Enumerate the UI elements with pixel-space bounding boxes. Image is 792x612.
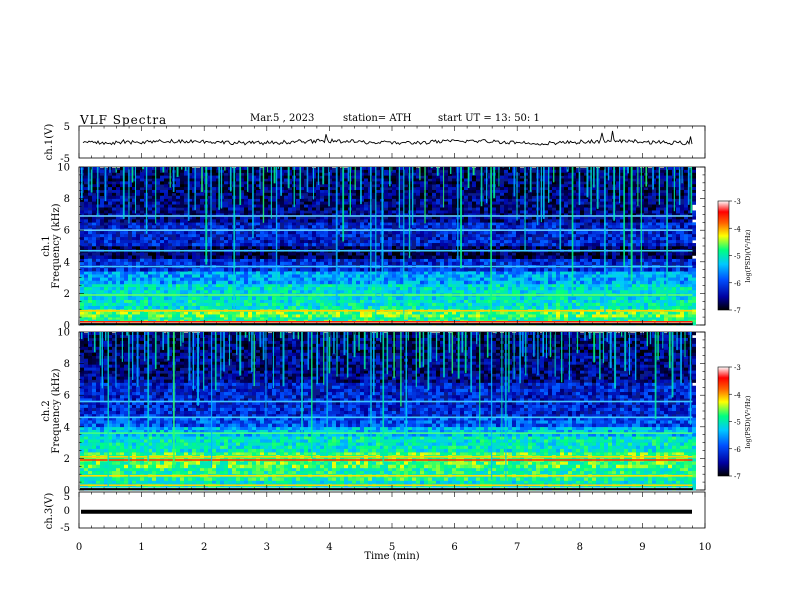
ch1-ylabel: ch.1(V) xyxy=(44,124,55,161)
x-tick-label: 8 xyxy=(577,542,583,553)
x-tick-label: 4 xyxy=(326,542,332,553)
ch1-colorbar: -3 -4 -5 -6 -7 log(PSD)(V²/Hz) xyxy=(717,198,752,315)
spectrogram-ylabel-frequency: Frequency (kHz) xyxy=(51,203,62,288)
spectrogram-ytick-label: 10 xyxy=(57,163,70,174)
chart-title: VLF Spectra xyxy=(80,113,168,127)
ch3-ytick-label: -5 xyxy=(60,523,70,534)
ch1-waveform-line xyxy=(82,130,693,146)
colorbar-tick-label: -7 xyxy=(734,473,741,481)
spectrogram-ytick-label: 10 xyxy=(57,328,70,339)
station-label: station= ATH xyxy=(343,113,412,124)
spectrogram-ytick-label: 8 xyxy=(64,359,70,370)
ch2-colorbar: -3 -4 -5 -6 -7 log(PSD)(V²/Hz) xyxy=(717,364,752,481)
ch1-ytick-label: 5 xyxy=(64,122,70,133)
spectrogram-ytick-label: 6 xyxy=(64,226,70,237)
spectrogram-ytick-label: 6 xyxy=(64,391,70,402)
x-tick-label: 3 xyxy=(264,542,270,553)
colorbar-tick-label: -7 xyxy=(734,307,741,315)
spectrogram-ylabel-channel: ch.1 xyxy=(41,235,52,257)
colorbar-tick-label: -4 xyxy=(734,391,741,399)
x-tick-label: 6 xyxy=(451,542,457,553)
spectrogram-ytick-label: 2 xyxy=(64,289,70,300)
ch3-ytick-label: 0 xyxy=(64,506,70,517)
spectrogram-ylabel-channel: ch.2 xyxy=(41,400,52,422)
colorbar-label: log(PSD)(V²/Hz) xyxy=(744,395,752,448)
x-tick-label: 5 xyxy=(389,542,395,553)
colorbar-tick-label: -3 xyxy=(734,364,741,372)
spectrogram-ytick-label: 4 xyxy=(64,422,70,433)
ch3-ytick-label: 5 xyxy=(64,492,70,503)
spectrogram-ytick-label: 0 xyxy=(64,321,70,332)
ch1-ytick-label: -5 xyxy=(60,154,70,165)
x-tick-label: 7 xyxy=(514,542,520,553)
spectrogram-ylabel-frequency: Frequency (kHz) xyxy=(51,368,62,453)
x-tick-label: 9 xyxy=(639,542,645,553)
start-ut-label: start UT = 13: 50: 1 xyxy=(438,113,540,124)
colorbar-tick-label: -5 xyxy=(734,419,741,427)
ch2-spectrogram-panel xyxy=(78,331,706,491)
spectrogram-ytick-label: 4 xyxy=(64,257,70,268)
x-tick-label: 10 xyxy=(699,542,712,553)
ch3-ylabel: ch.3(V) xyxy=(44,493,55,530)
colorbar-tick-label: -3 xyxy=(734,198,741,206)
spectrogram-ytick-label: 0 xyxy=(64,486,70,497)
colorbar-tick-label: -4 xyxy=(734,225,741,233)
ch1-spectrogram-panel xyxy=(78,166,706,326)
colorbar-tick-label: -6 xyxy=(734,446,741,454)
colorbar-tick-label: -5 xyxy=(734,253,741,261)
x-axis-label: Time (min) xyxy=(364,551,419,562)
spectrogram-ytick-label: 8 xyxy=(64,194,70,205)
x-tick-label: 1 xyxy=(138,542,144,553)
date-label: Mar.5 , 2023 xyxy=(250,113,315,124)
colorbar-tick-label: -6 xyxy=(734,280,741,288)
x-tick-label: 0 xyxy=(76,542,82,553)
x-tick-label: 2 xyxy=(201,542,207,553)
colorbar-label: log(PSD)(V²/Hz) xyxy=(744,229,752,282)
spectrogram-ytick-label: 2 xyxy=(64,454,70,465)
